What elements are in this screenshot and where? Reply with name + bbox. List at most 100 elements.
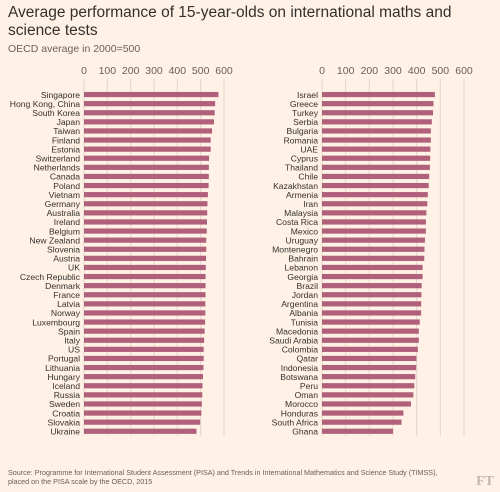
x-tick-label: 0 [319, 65, 325, 77]
bar [84, 301, 206, 307]
category-label: Colombia [282, 345, 319, 355]
bar [84, 319, 206, 325]
bar [322, 283, 422, 289]
category-label: Uruguay [286, 235, 319, 245]
bar [84, 182, 209, 189]
bar [84, 237, 207, 243]
bar [322, 264, 423, 271]
bar [322, 237, 425, 243]
x-tick-label: 300 [384, 65, 402, 77]
category-label: Romania [284, 135, 319, 145]
category-label: Bulgaria [286, 126, 318, 136]
category-label: Austria [53, 254, 80, 264]
category-label: Saudi Arabia [269, 335, 318, 345]
category-label: Slovakia [48, 417, 81, 427]
bar [322, 128, 431, 134]
category-label: Switzerland [36, 153, 81, 163]
x-tick-label: 200 [122, 65, 140, 77]
category-label: New Zealand [29, 235, 80, 245]
bar [322, 146, 431, 152]
category-label: Singapore [41, 90, 80, 100]
category-label: Montenegro [272, 244, 318, 254]
bar [322, 328, 419, 334]
bar [84, 146, 211, 152]
bar [84, 255, 207, 261]
bar [84, 119, 214, 125]
category-label: Brazil [297, 281, 319, 291]
bar [322, 364, 417, 371]
ft-logo: FT [476, 474, 494, 489]
category-label: Morocco [285, 399, 318, 409]
bar [322, 201, 428, 207]
bar [84, 264, 206, 271]
category-label: Lithuania [45, 363, 80, 373]
category-label: US [68, 345, 80, 355]
x-tick-label: 100 [99, 65, 117, 77]
bar [322, 310, 422, 316]
category-label: Jordan [292, 290, 318, 300]
bar [322, 119, 432, 125]
category-label: Peru [300, 381, 318, 391]
bar [84, 346, 204, 352]
category-label: Vietnam [49, 190, 80, 200]
bar [84, 383, 203, 389]
category-label: Honduras [281, 408, 318, 418]
category-label: Belgium [49, 226, 80, 236]
category-label: Japan [57, 117, 81, 127]
bar [322, 383, 415, 389]
category-label: Armenia [286, 190, 318, 200]
bar [322, 155, 431, 161]
x-tick-label: 0 [81, 65, 87, 77]
bar [322, 319, 420, 325]
x-tick-label: 100 [337, 65, 355, 77]
bar [84, 210, 208, 216]
bar [322, 255, 425, 261]
category-label: Sweden [49, 399, 80, 409]
bar [322, 228, 426, 234]
bar [322, 401, 411, 407]
x-tick-label: 600 [455, 65, 473, 77]
bar [84, 428, 197, 434]
bar [84, 337, 205, 343]
category-label: Portugal [48, 354, 80, 364]
category-label: Cyprus [291, 153, 318, 163]
bar [322, 173, 430, 180]
bar [84, 374, 203, 380]
category-label: France [53, 290, 80, 300]
category-label: South Africa [272, 417, 319, 427]
bar [322, 101, 434, 107]
bar [322, 273, 423, 280]
category-label: Hungary [48, 372, 81, 382]
bar [322, 301, 422, 307]
bar [322, 192, 428, 198]
category-label: Croatia [52, 408, 80, 418]
x-tick-label: 200 [361, 65, 379, 77]
category-label: Tunisia [291, 317, 319, 327]
bar [322, 428, 393, 434]
source-note: Source: Programme for International Stud… [8, 468, 438, 486]
category-label: Macedonia [276, 326, 318, 336]
category-label: Iran [303, 199, 318, 209]
bar [322, 410, 404, 416]
category-label: Bahrain [288, 254, 318, 264]
category-label: Lebanon [285, 263, 319, 273]
bar [84, 228, 207, 234]
category-label: Australia [47, 208, 81, 218]
category-label: Malaysia [284, 208, 318, 218]
x-tick-label: 400 [169, 65, 187, 77]
category-label: Qatar [297, 354, 319, 364]
category-label: Ghana [292, 426, 318, 436]
category-label: Italy [64, 335, 80, 345]
bar [322, 292, 422, 298]
category-label: UAE [300, 144, 318, 154]
category-label: Argentina [281, 299, 318, 309]
category-label: Greece [290, 99, 318, 109]
category-label: Hong Kong, China [10, 99, 80, 109]
category-label: Slovenia [47, 244, 80, 254]
category-label: Botswana [280, 372, 318, 382]
bar [322, 246, 425, 252]
bar [322, 110, 433, 116]
category-label: Latvia [57, 299, 80, 309]
category-label: UK [68, 263, 80, 273]
bar [84, 201, 208, 207]
